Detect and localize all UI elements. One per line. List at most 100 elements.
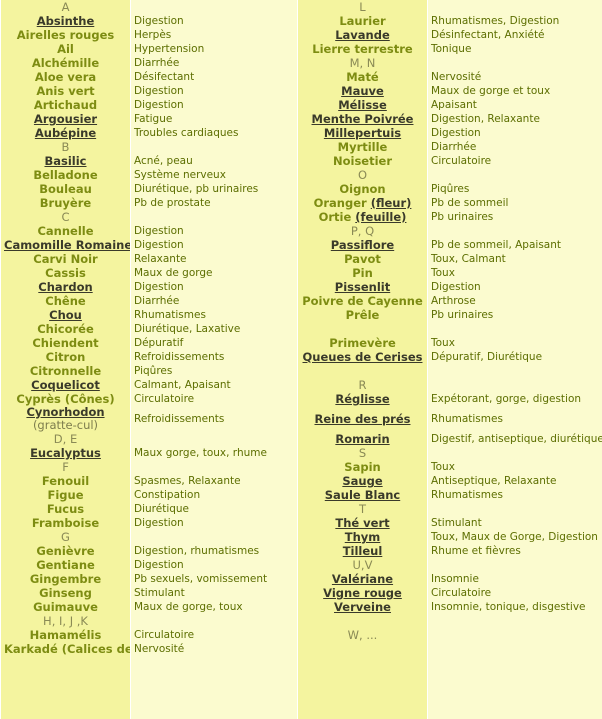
- use-cell: Désinfectant, Anxiété: [427, 28, 602, 42]
- herb-name-cell: Queues de Cerises: [297, 350, 428, 364]
- use-cell: Hypertension: [130, 42, 298, 56]
- use-cell: Digestion: [130, 98, 298, 112]
- use-cell: Pb de sommeil: [427, 196, 602, 210]
- herb-link[interactable]: Mauve: [341, 84, 384, 98]
- use-cell: Relaxante: [130, 252, 298, 266]
- herb-link[interactable]: Queues de Cerises: [302, 350, 423, 364]
- herb-name: Poivre de Cayenne: [302, 294, 423, 308]
- use-cell: Expétorant, gorge, digestion: [427, 392, 602, 406]
- use-cell: [427, 224, 602, 238]
- herb-use: Désinfectant, Anxiété: [431, 29, 545, 41]
- herb-name: Ortie: [318, 210, 352, 224]
- herb-name-cell: Gentiane: [0, 558, 131, 572]
- herb-name: Laurier: [339, 14, 386, 28]
- herb-link[interactable]: (feuille): [355, 210, 407, 224]
- herb-name-cell: M, N: [297, 56, 428, 70]
- section-letter: U,V: [352, 558, 373, 572]
- table-row: G Thym Toux, Maux de Gorge, Digestion: [0, 530, 602, 544]
- use-cell: Acné, peau: [130, 154, 298, 168]
- herb-link[interactable]: Valériane: [331, 572, 394, 586]
- herb-name-cell: Ail: [0, 42, 131, 56]
- herb-use: Acné, peau: [134, 155, 193, 167]
- herb-link[interactable]: Sauge: [342, 474, 383, 488]
- herb-link[interactable]: Basilic: [44, 154, 87, 168]
- herb-link[interactable]: Chou: [49, 308, 82, 322]
- herb-link[interactable]: Passiflore: [330, 238, 395, 252]
- use-cell: Arthrose: [427, 294, 602, 308]
- herb-name-cell: Thé vert: [297, 516, 428, 530]
- use-cell: Maux gorge, toux, rhume: [130, 446, 298, 460]
- use-cell: Digestion: [130, 224, 298, 238]
- use-cell: Piqûres: [427, 182, 602, 196]
- herb-link[interactable]: Thym: [344, 530, 381, 544]
- herb-link[interactable]: Saule Blanc: [324, 488, 401, 502]
- use-cell: [427, 502, 602, 516]
- table-row: H, I, J ,K: [0, 614, 602, 628]
- herb-use: Toux, Maux de Gorge, Digestion: [431, 531, 598, 543]
- herb-name: Chêne: [45, 294, 86, 308]
- herb-use: Digestion, Relaxante: [431, 113, 540, 125]
- herb-name-cell: Maté: [297, 70, 428, 84]
- use-cell: [130, 530, 298, 544]
- herb-link[interactable]: Aubépine: [34, 126, 97, 140]
- herb-use: Insomnie, tonique, disgestive: [431, 601, 586, 613]
- herb-name: Myrtille: [337, 140, 388, 154]
- herb-link[interactable]: Menthe Poivrée: [311, 112, 414, 126]
- herb-name-cell: Romarin: [297, 432, 428, 446]
- herb-link[interactable]: Tilleul: [342, 544, 383, 558]
- table-row: Artichaud Digestion Mélisse Apaisant: [0, 98, 602, 112]
- herb-link[interactable]: Coquelicot: [31, 378, 100, 392]
- herb-link[interactable]: Mélisse: [338, 98, 387, 112]
- herb-link[interactable]: Reine des prés: [314, 412, 411, 426]
- herb-name-cell: T: [297, 502, 428, 516]
- herb-name-cell: Cyprès (Cônes): [0, 392, 131, 406]
- herb-use: Maux gorge, toux, rhume: [134, 447, 267, 459]
- herb-link[interactable]: Argousier: [33, 112, 98, 126]
- herb-link[interactable]: Romarin: [335, 432, 390, 446]
- herb-name-cell: Cannelle: [0, 224, 131, 238]
- herb-name-cell: Framboise: [0, 516, 131, 530]
- herb-name-cell: Guimauve: [0, 600, 131, 614]
- herb-link[interactable]: Réglisse: [335, 392, 390, 406]
- herb-link[interactable]: Chardon: [38, 280, 93, 294]
- use-cell: [427, 446, 602, 460]
- use-cell: Dépuratif: [130, 336, 298, 350]
- herb-use: Tonique: [431, 43, 472, 55]
- table-row: Ail Hypertension Lierre terrestre Tonique: [0, 42, 602, 56]
- herb-name-cell: [297, 642, 428, 656]
- herb-name: Guimauve: [33, 600, 98, 614]
- herb-link[interactable]: Millepertuis: [323, 126, 402, 140]
- herb-link[interactable]: Cynorhodon: [26, 406, 105, 419]
- table-row: Framboise Digestion Thé vert Stimulant: [0, 516, 602, 530]
- herb-use: Stimulant: [431, 517, 482, 529]
- herb-link[interactable]: Pissenlit: [334, 280, 391, 294]
- use-cell: Digestion: [427, 126, 602, 140]
- herb-use: Toux: [431, 337, 455, 349]
- herb-link[interactable]: Verveine: [334, 600, 391, 614]
- herb-name: Alchémille: [31, 56, 100, 70]
- herb-name-cell: Réglisse: [297, 392, 428, 406]
- herb-link[interactable]: Eucalyptus: [30, 446, 101, 460]
- herb-link[interactable]: (fleur): [370, 196, 412, 210]
- herb-name-cell: [297, 656, 428, 719]
- herb-name-cell: Reine des prés: [297, 406, 428, 432]
- section-letter: B: [61, 140, 70, 154]
- herb-link[interactable]: Absinthe: [36, 14, 95, 28]
- table-row: Alchémille Diarrhée M, N: [0, 56, 602, 70]
- herb-name: Ginseng: [39, 586, 92, 600]
- herb-link[interactable]: Vigne rouge: [323, 586, 402, 600]
- herb-use: Digestion: [431, 281, 481, 293]
- table-row: Gentiane Digestion U,V: [0, 558, 602, 572]
- use-cell: [427, 378, 602, 392]
- herb-use: Désifectant: [134, 71, 195, 83]
- herb-link[interactable]: Lavande: [335, 28, 390, 42]
- herb-name-cell: Eucalyptus: [0, 446, 131, 460]
- table-row: Aubépine Troubles cardiaques Millepertuis D…: [0, 126, 602, 140]
- herb-link[interactable]: Thé vert: [335, 516, 390, 530]
- herb-name-cell: Chou: [0, 308, 131, 322]
- herb-name-cell: Karkadé (Calices de): [0, 642, 131, 656]
- herb-name-cell: Figue: [0, 488, 131, 502]
- herb-use: Circulatoire: [431, 155, 492, 167]
- use-cell: [427, 0, 602, 14]
- herb-link[interactable]: Camomille Romaine: [4, 238, 131, 252]
